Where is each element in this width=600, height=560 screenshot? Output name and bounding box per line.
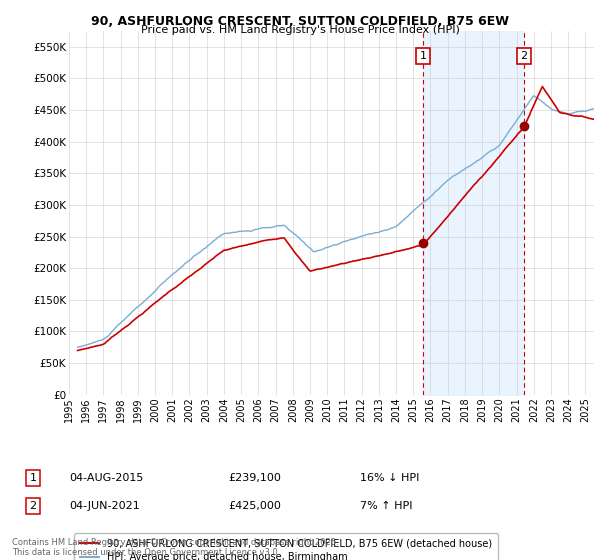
Text: 7% ↑ HPI: 7% ↑ HPI xyxy=(360,501,413,511)
Text: 2: 2 xyxy=(520,51,527,61)
Text: Price paid vs. HM Land Registry's House Price Index (HPI): Price paid vs. HM Land Registry's House … xyxy=(140,25,460,35)
Text: 04-JUN-2021: 04-JUN-2021 xyxy=(69,501,140,511)
Text: 90, ASHFURLONG CRESCENT, SUTTON COLDFIELD, B75 6EW: 90, ASHFURLONG CRESCENT, SUTTON COLDFIEL… xyxy=(91,15,509,27)
Text: £425,000: £425,000 xyxy=(228,501,281,511)
Text: Contains HM Land Registry data © Crown copyright and database right 2025.
This d: Contains HM Land Registry data © Crown c… xyxy=(12,538,338,557)
Text: 16% ↓ HPI: 16% ↓ HPI xyxy=(360,473,419,483)
Text: 1: 1 xyxy=(29,473,37,483)
Text: £239,100: £239,100 xyxy=(228,473,281,483)
Text: 04-AUG-2015: 04-AUG-2015 xyxy=(69,473,143,483)
Text: 1: 1 xyxy=(420,51,427,61)
Text: 2: 2 xyxy=(29,501,37,511)
Legend: 90, ASHFURLONG CRESCENT, SUTTON COLDFIELD, B75 6EW (detached house), HPI: Averag: 90, ASHFURLONG CRESCENT, SUTTON COLDFIEL… xyxy=(74,533,498,560)
